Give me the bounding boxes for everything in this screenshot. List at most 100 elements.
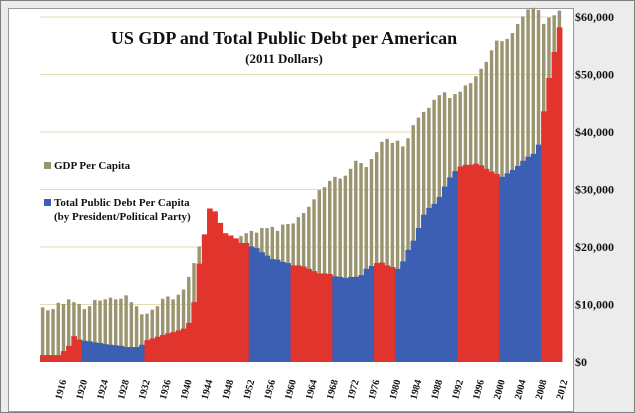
debt-bar: [154, 336, 161, 362]
debt-bar: [180, 328, 187, 362]
debt-bar: [107, 344, 114, 362]
debt-bar: [60, 351, 67, 362]
debt-bar: [280, 261, 286, 362]
x-tick-label: 2012: [555, 379, 571, 401]
legend-label-debt-line2: (by President/Political Party): [54, 211, 191, 223]
debt-bar: [128, 347, 135, 362]
debt-bar: [374, 263, 380, 362]
gdp-bar: [77, 303, 81, 362]
debt-bar: [254, 248, 260, 362]
gdp-bar: [113, 299, 118, 362]
gdp-bar: [119, 298, 123, 362]
debt-bar: [384, 265, 391, 362]
debt-bar: [217, 222, 224, 362]
x-tick-label: 1976: [367, 379, 383, 401]
debt-bar: [191, 302, 197, 362]
x-tick-label: 1932: [137, 379, 153, 401]
gdp-bar: [124, 295, 128, 362]
x-tick-label: 1992: [450, 379, 466, 401]
debt-bar: [233, 238, 239, 363]
debt-bar: [295, 265, 302, 362]
debt-bar: [149, 338, 156, 362]
gdp-bar: [364, 167, 368, 362]
debt-bar: [248, 246, 255, 362]
y-tick-label: $20,000: [575, 240, 614, 254]
debt-bar: [306, 268, 312, 362]
x-tick-label: 1940: [179, 379, 195, 401]
debt-bar: [525, 156, 532, 362]
debt-bar: [457, 166, 464, 362]
y-axis-ticks: $0 $10,000 $20,000 $30,000 $40,000 $50,000 $60…: [575, 10, 614, 369]
debt-bar: [92, 342, 98, 362]
debt-bar: [50, 355, 57, 362]
debt-bar: [40, 355, 46, 362]
debt-bar: [441, 186, 448, 363]
debt-bar: [207, 208, 213, 362]
y-tick-label: $60,000: [575, 10, 614, 24]
debt-bar: [113, 345, 119, 362]
debt-bar: [530, 153, 537, 362]
x-tick-label: 1972: [346, 379, 362, 401]
legend-label-gdp: GDP Per Capita: [54, 160, 131, 172]
gdp-bar: [134, 306, 139, 362]
debt-bar: [410, 240, 417, 362]
debt-bar: [274, 259, 281, 362]
debt-bar: [426, 207, 432, 362]
debt-bar: [227, 235, 234, 362]
debt-bar: [394, 268, 401, 362]
debt-bar: [160, 334, 166, 362]
debt-bar: [483, 168, 490, 362]
x-tick-label: 1936: [158, 379, 174, 401]
gdp-bar: [327, 180, 332, 363]
debt-bar: [363, 268, 370, 362]
gdp-bar: [181, 289, 186, 362]
x-tick-label: 2008: [534, 379, 550, 401]
debt-bar: [97, 343, 104, 362]
gdp-bar: [171, 299, 175, 362]
debt-bar: [347, 276, 354, 362]
debt-bar: [186, 322, 192, 362]
gdp-bar: [145, 313, 149, 362]
legend-label-debt: Total Public Debt Per Capita (by Preside…: [54, 196, 191, 224]
debt-bar: [102, 344, 109, 362]
debt-bar: [139, 344, 145, 362]
debt-bar: [71, 336, 77, 363]
debt-bar: [55, 355, 62, 362]
x-tick-label: 1948: [221, 379, 237, 401]
debt-bar: [123, 347, 130, 362]
debt-bar: [144, 340, 151, 362]
gdp-bar: [166, 296, 170, 362]
x-tick-label: 1928: [116, 379, 132, 401]
gdp-bar: [374, 152, 379, 362]
legend-swatch-debt: [44, 199, 51, 206]
y-tick-label: $40,000: [575, 125, 614, 139]
gdp-bar: [82, 309, 87, 362]
debt-bar: [478, 165, 485, 362]
x-tick-label: 1916: [54, 379, 70, 401]
gdp-bar: [108, 297, 113, 362]
chart-panel: $0 $10,000 $20,000 $30,000 $40,000 $50,000 $60…: [8, 7, 614, 412]
debt-bar: [285, 263, 291, 362]
y-tick-label: $0: [575, 355, 587, 369]
debt-bar: [415, 228, 422, 362]
debt-bar: [332, 276, 338, 362]
debt-bar: [551, 52, 558, 362]
debt-bar: [546, 77, 552, 362]
debt-bar: [400, 261, 406, 363]
debt-bar: [165, 333, 171, 362]
gdp-bar: [40, 307, 45, 363]
debt-bar: [520, 160, 526, 362]
debt-bar: [264, 255, 271, 363]
legend-swatch-gdp: [44, 162, 51, 169]
gdp-bar: [187, 276, 191, 362]
gdp-bar: [51, 309, 55, 362]
gdp-bar: [46, 310, 50, 362]
gdp-bar: [129, 302, 134, 362]
gdp-bar: [66, 299, 71, 362]
debt-bar: [431, 203, 438, 363]
debt-bar: [488, 171, 495, 362]
debt-bar: [243, 242, 250, 362]
x-tick-label: 1924: [95, 379, 111, 401]
gdp-bar: [87, 306, 92, 362]
debt-bar: [389, 267, 396, 363]
